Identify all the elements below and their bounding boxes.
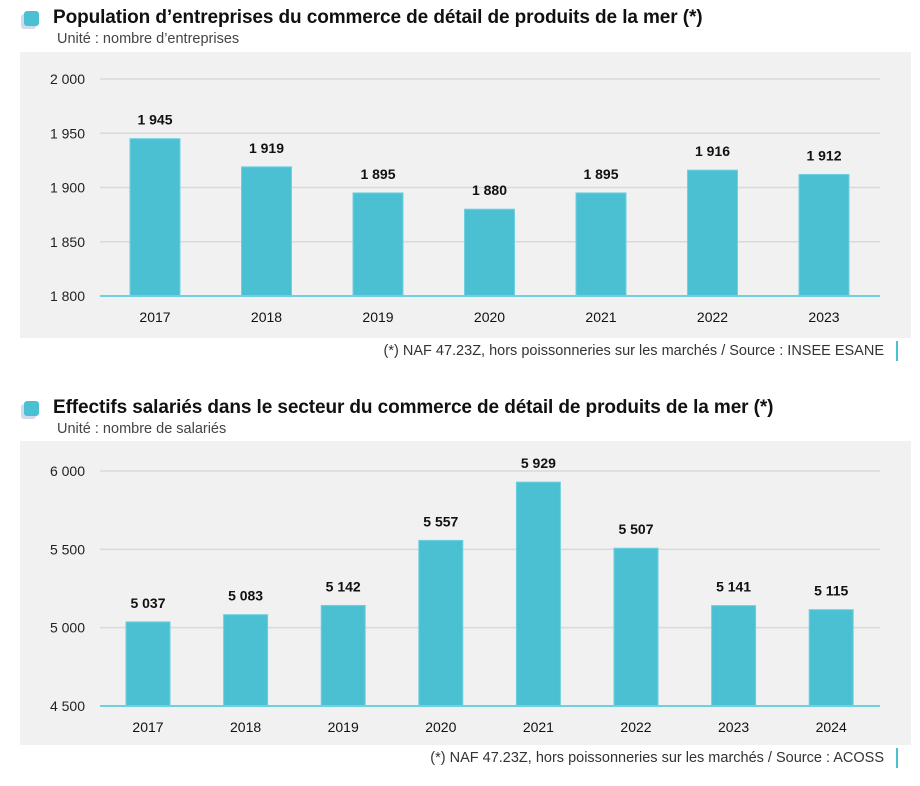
- chart-title: Effectifs salariés dans le secteur du co…: [53, 397, 774, 418]
- bar: [241, 166, 292, 297]
- x-tick-label: 2018: [230, 719, 261, 735]
- chart-title: Population d’entreprises du commerce de …: [53, 7, 703, 28]
- x-tick-label: 2022: [620, 719, 651, 735]
- data-label: 5 141: [716, 579, 751, 595]
- data-label: 5 037: [130, 595, 165, 611]
- data-label: 5 083: [228, 588, 263, 604]
- data-label: 5 142: [326, 578, 361, 594]
- data-label: 1 895: [583, 166, 618, 182]
- y-tick-label: 4 500: [50, 698, 85, 714]
- data-label: 5 929: [521, 455, 556, 471]
- x-tick-label: 2024: [816, 719, 847, 735]
- chart-title-row: Population d’entreprises du commerce de …: [24, 7, 703, 29]
- y-tick-label: 1 800: [50, 288, 85, 304]
- footnote-text: (*) NAF 47.23Z, hors poissonneries sur l…: [430, 750, 884, 766]
- chart-footnote: (*) NAF 47.23Z, hors poissonneries sur l…: [384, 341, 898, 361]
- bar: [515, 481, 561, 707]
- y-tick-label: 2 000: [50, 71, 85, 87]
- bar: [808, 609, 854, 707]
- x-tick-label: 2017: [139, 309, 170, 325]
- chart-unit-label: Unité : nombre de salariés: [57, 421, 227, 437]
- section-bullet-icon: [24, 10, 39, 26]
- data-label: 1 945: [137, 112, 172, 128]
- x-tick-label: 2021: [585, 309, 616, 325]
- x-tick-label: 2021: [523, 719, 554, 735]
- x-tick-label: 2022: [697, 309, 728, 325]
- bar: [418, 539, 464, 707]
- bar: [464, 208, 515, 297]
- x-tick-label: 2017: [132, 719, 163, 735]
- chart-footnote: (*) NAF 47.23Z, hors poissonneries sur l…: [430, 748, 898, 768]
- bar-chart-entreprises: 1 800 1 850 1 900 1 950 2 000 1 945 2017 1 919 2…: [50, 71, 880, 325]
- data-label: 5 557: [423, 513, 458, 529]
- bar: [575, 192, 627, 297]
- footnote-text: (*) NAF 47.23Z, hors poissonneries sur l…: [383, 343, 884, 359]
- x-tick-label: 2018: [251, 309, 282, 325]
- x-tick-label: 2019: [328, 719, 359, 735]
- footnote-accent-bar: [896, 341, 898, 361]
- bar: [320, 604, 366, 707]
- chart-section-entreprises: Population d’entreprises du commerce de …: [0, 0, 920, 380]
- chart-unit-label: Unité : nombre d’entreprises: [57, 31, 240, 47]
- x-tick-label: 2019: [362, 309, 393, 325]
- data-label: 1 880: [472, 182, 507, 198]
- data-label: 1 916: [695, 143, 730, 159]
- bar: [613, 547, 659, 707]
- footnote-accent-bar: [896, 748, 898, 768]
- data-label: 1 912: [806, 147, 841, 163]
- y-tick-label: 5 000: [50, 620, 85, 636]
- y-tick-label: 5 500: [50, 541, 85, 557]
- x-tick-label: 2020: [474, 309, 505, 325]
- y-tick-label: 1 900: [50, 180, 85, 196]
- data-label: 5 115: [814, 583, 848, 599]
- data-label: 1 895: [360, 166, 395, 182]
- y-tick-label: 6 000: [50, 463, 85, 479]
- bar: [223, 614, 269, 707]
- y-tick-label: 1 950: [50, 125, 85, 141]
- data-label: 5 507: [618, 521, 653, 537]
- data-label: 1 919: [249, 140, 284, 156]
- chart-title-row: Effectifs salariés dans le secteur du co…: [24, 397, 773, 419]
- section-bullet-icon: [24, 400, 39, 416]
- x-tick-label: 2020: [425, 719, 456, 735]
- y-tick-label: 1 850: [50, 234, 85, 250]
- x-tick-label: 2023: [718, 719, 749, 735]
- bar: [687, 169, 738, 297]
- bar: [711, 605, 757, 707]
- x-tick-label: 2023: [808, 309, 839, 325]
- bar: [798, 173, 850, 297]
- bar: [125, 621, 171, 707]
- bar: [352, 192, 404, 297]
